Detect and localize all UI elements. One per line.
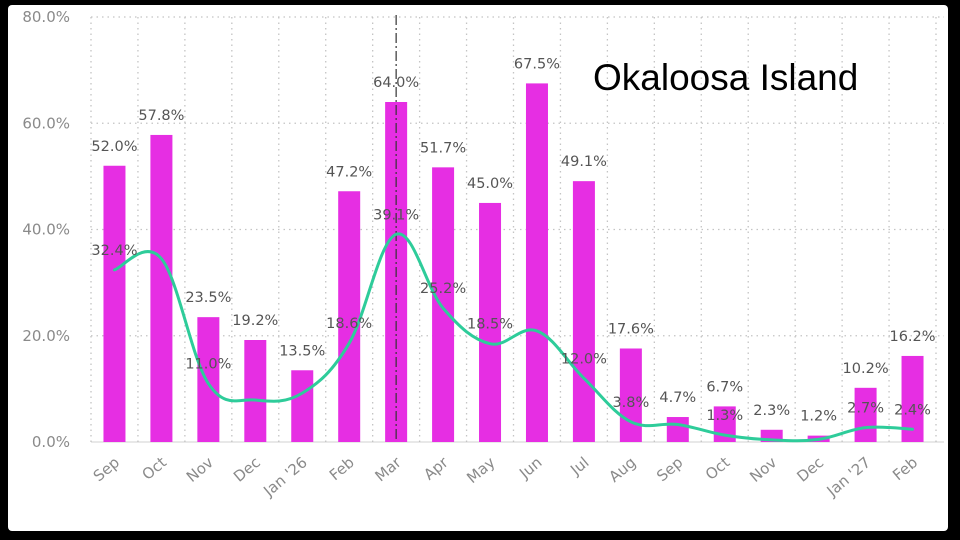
bar-data-label: 67.5% [514, 56, 560, 72]
bar [901, 355, 924, 442]
x-tick-label: Jan '27 [823, 453, 874, 500]
y-tick-label: 0.0% [32, 433, 70, 451]
gridlines [90, 16, 944, 443]
line-data-label: 39.1% [373, 207, 419, 223]
bar [150, 134, 173, 442]
x-tick-label: Feb [326, 453, 358, 484]
y-tick-label: 40.0% [22, 221, 70, 239]
bar-data-label: 23.5% [185, 290, 231, 306]
x-tick-label: Sep [90, 453, 123, 485]
x-tick-label: Oct [139, 453, 171, 484]
y-tick-label: 20.0% [22, 327, 70, 345]
bar [525, 83, 548, 442]
bar-data-label: 6.7% [706, 379, 743, 395]
chart-title: Okaloosa Island [593, 57, 859, 98]
bar [432, 167, 455, 442]
line-data-label: 2.7% [847, 401, 884, 417]
bar-data-label: 10.2% [843, 361, 889, 377]
x-tick-label: Oct [702, 453, 734, 484]
x-tick-label: Jun [515, 453, 545, 482]
x-tick-label: Dec [230, 453, 264, 485]
chart-panel: 0.0% 20.0% 40.0% 60.0% 80.0% 52.0% 57.8% 23.5%… [8, 5, 948, 531]
x-tick-label: May [463, 453, 498, 487]
bar-data-label: 51.7% [420, 140, 466, 156]
x-tick-label: Nov [183, 453, 217, 486]
data-labels: 52.0%57.8% 23.5%19.2%13.5% 47.2% 64.0% 51.7%… [91, 56, 935, 424]
bar-data-label: 19.2% [232, 313, 278, 329]
y-axis: 0.0% 20.0% 40.0% 60.0% 80.0% [22, 8, 70, 451]
bar-data-label: 45.0% [467, 176, 513, 192]
bar-data-label: 13.5% [279, 343, 325, 359]
bar-data-label: 1.2% [800, 409, 837, 425]
bar-data-label: 57.8% [138, 108, 184, 124]
line-data-label: 3.8% [612, 395, 649, 411]
bar [572, 181, 595, 442]
y-tick-label: 80.0% [22, 8, 70, 26]
line-series [112, 232, 915, 443]
bar-data-label: 17.6% [608, 322, 654, 338]
x-tick-label: Jan '26 [259, 453, 310, 500]
x-tick-label: Feb [889, 453, 921, 484]
bar [197, 317, 220, 442]
bar-series [103, 83, 924, 442]
bar [291, 370, 314, 442]
line-data-label: 2.4% [894, 402, 931, 418]
bar-data-label: 49.1% [561, 154, 607, 170]
line-data-label: 32.4% [91, 243, 137, 259]
bar-data-label: 52.0% [91, 139, 137, 155]
line-series-path [112, 232, 915, 443]
bar [666, 417, 689, 442]
x-tick-label: Jul [566, 453, 592, 479]
line-data-label: 25.2% [420, 281, 466, 297]
bar-data-label: 2.3% [753, 403, 790, 419]
bar [479, 202, 502, 442]
bar [103, 165, 126, 442]
line-data-label: 1.3% [706, 408, 743, 424]
bar-data-label: 47.2% [326, 164, 372, 180]
x-tick-label: Mar [371, 453, 405, 486]
x-tick-label: Aug [605, 453, 639, 486]
x-tick-label: Sep [653, 453, 686, 485]
chart: 0.0% 20.0% 40.0% 60.0% 80.0% 52.0%57.8% 23.5%… [22, 8, 944, 501]
line-data-label: 18.6% [326, 316, 372, 332]
line-data-label: 12.0% [561, 351, 607, 367]
bar-data-label: 4.7% [659, 390, 696, 406]
line-data-label: 18.5% [467, 317, 513, 333]
x-tick-label: Nov [746, 453, 780, 486]
y-tick-label: 60.0% [22, 114, 70, 132]
line-data-label: 11.0% [185, 357, 231, 373]
bar [244, 340, 267, 442]
x-tick-label: Apr [420, 453, 452, 484]
bar [338, 191, 361, 442]
bar-data-label: 64.0% [373, 75, 419, 91]
bar-data-label: 16.2% [889, 329, 935, 345]
x-tick-label: Dec [793, 453, 827, 485]
